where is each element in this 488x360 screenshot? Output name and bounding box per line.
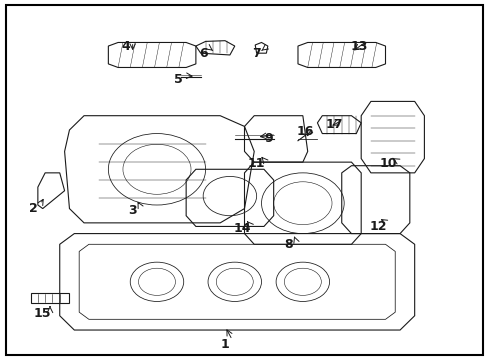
Text: 12: 12 bbox=[369, 220, 386, 233]
Text: 9: 9 bbox=[264, 132, 273, 145]
Text: 6: 6 bbox=[199, 47, 207, 60]
Text: 14: 14 bbox=[233, 222, 250, 235]
Text: 5: 5 bbox=[174, 73, 183, 86]
Text: 2: 2 bbox=[29, 202, 37, 215]
Text: 4: 4 bbox=[121, 40, 129, 53]
Text: 17: 17 bbox=[325, 118, 343, 131]
Text: 15: 15 bbox=[34, 307, 51, 320]
Text: 10: 10 bbox=[378, 157, 396, 170]
Text: 11: 11 bbox=[247, 157, 265, 170]
Text: 1: 1 bbox=[220, 338, 229, 351]
Text: 8: 8 bbox=[284, 238, 292, 251]
Text: 16: 16 bbox=[296, 125, 313, 138]
Text: 3: 3 bbox=[128, 204, 137, 217]
Text: 7: 7 bbox=[252, 47, 261, 60]
Text: 13: 13 bbox=[349, 40, 366, 53]
